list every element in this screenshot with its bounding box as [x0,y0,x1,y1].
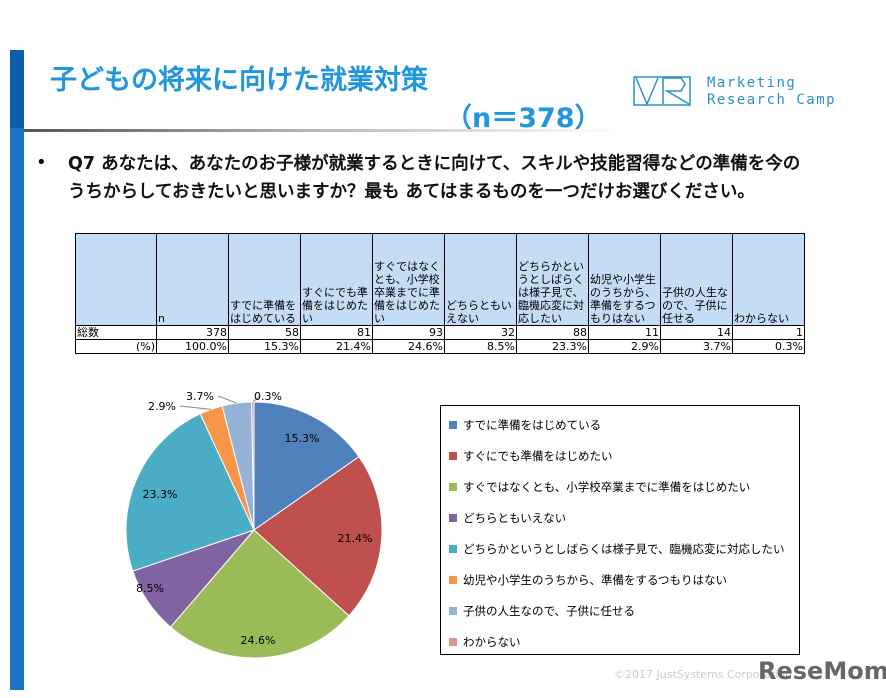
leader-line [179,405,212,410]
pie-slice [125,413,255,572]
legend-item: すぐではなくとも、小学校卒業までに準備をはじめたい [449,479,750,495]
legend-swatch [449,576,457,584]
cell: 15.3% [228,339,301,354]
legend-swatch [449,452,457,460]
header-cell: 幼児や小学生のうちから、準備をするつもりはない [588,233,661,326]
logo-line-2: Research Camp [707,92,837,108]
brand-logo: ReseMom [758,657,886,685]
data-label: 23.3% [143,488,178,501]
legend-item: どちらともいえない [449,510,566,526]
header-cell [75,233,157,326]
data-label: 8.5% [136,582,164,595]
logo-icon [633,76,691,106]
leader-line [217,395,237,404]
legend-label: 幼児や小学生のうちから、準備をするつもりはない [463,573,728,587]
cell: 100.0% [156,339,229,354]
table-row: 総数 378 58 81 93 32 88 11 14 1 [75,325,805,340]
cell: 81 [300,325,373,340]
cell: 24.6% [372,339,445,354]
pie-slice [253,456,383,617]
header-cell: どちらかというとしばらくは様子見で、臨機応変に対応したい [516,233,589,326]
legend-swatch [449,514,457,522]
pie-slice [253,401,360,531]
legend-item: すでに準備をはじめている [449,417,601,433]
legend-swatch [449,607,457,615]
cell: 1 [732,325,805,340]
legend-swatch [449,421,457,429]
legend-item: どちらかというとしばらくは様子見で、臨機応変に対応したい [449,541,785,557]
cell: 2.9% [588,339,661,354]
cell: 11 [588,325,661,340]
leader-line [252,395,261,403]
cell: 23.3% [516,339,589,354]
cell: 32 [444,325,517,340]
legend-label: どちらともいえない [463,511,567,525]
legend-label: すでに準備をはじめている [463,418,602,432]
header-cell: n [156,233,229,326]
pie-chart: 15.3% 21.4% 24.6% 8.5% 23.3% 2.9% 3.7% 0.3% [125,390,383,659]
data-label: 24.6% [241,634,276,647]
data-label: 15.3% [285,432,320,445]
legend-item: わからない [449,634,521,650]
page-title: 子どもの将来に向けた就業対策 [50,65,428,96]
pie-slice [169,529,350,659]
data-label: 3.7% [186,390,214,403]
table-header-row: n すでに準備をはじめている すぐにでも準備をはじめたい すぐではなくとも、小学… [75,233,805,326]
row-label: 総数 [75,325,157,340]
cell: 93 [372,325,445,340]
table-row: (%) 100.0% 15.3% 21.4% 24.6% 8.5% 23.3% … [75,339,805,354]
header-cell: すぐにでも準備をはじめたい [300,233,373,326]
cell: 378 [156,325,229,340]
accent-bar-top [10,50,24,128]
header-cell: どちらともいえない [444,233,517,326]
legend-item: すぐにでも準備をはじめたい [449,448,613,464]
cell: 21.4% [300,339,373,354]
legend-label: 子供の人生なので、子供に任せる [463,604,636,618]
legend-label: どちらかというとしばらくは様子見で、臨機応変に対応したい [463,542,785,556]
header-cell: すぐではなくとも、小学校卒業までに準備をはじめたい [372,233,445,326]
question-text: Q7 あなたは、あなたのお子様が就業するときに向けて、スキルや技能習得などの準備… [68,154,801,202]
chart-legend: すでに準備をはじめている すぐにでも準備をはじめたいすぐではなくとも、小学校卒業ま… [440,405,800,655]
legend-label: すぐではなくとも、小学校卒業までに準備をはじめたい [463,480,751,494]
legend-swatch [449,545,457,553]
row-label: (%) [75,339,157,354]
cell: 0.3% [732,339,805,354]
legend-swatch [449,638,457,646]
legend-item: 子供の人生なので、子供に任せる [449,603,635,619]
bullet: • [36,152,47,173]
legend-label: すぐにでも準備をはじめたい [463,449,613,463]
data-label: 0.3% [254,390,282,403]
legend-swatch [449,483,457,491]
logo-line-1: Marketing [707,75,797,91]
logo-text: Marketing Research Camp [707,75,836,109]
data-label: 21.4% [338,532,373,545]
cell: 58 [228,325,301,340]
legend-label: わからない [463,635,521,649]
header-cell: わからない [732,233,805,326]
pie-slice [251,401,255,531]
results-table: n すでに準備をはじめている すぐにでも準備をはじめたい すぐではなくとも、小学… [75,233,805,354]
accent-bar [10,50,24,690]
copyright: ©2017 JustSystems Corporation [614,668,792,681]
cell: 3.7% [660,339,733,354]
cell: 14 [660,325,733,340]
sample-size: （n＝378） [445,103,602,134]
legend-item: 幼児や小学生のうちから、準備をするつもりはない [449,572,727,588]
data-label: 2.9% [148,400,176,413]
header-cell: すでに準備をはじめている [228,233,301,326]
header-cell: 子供の人生なので、子供に任せる [660,233,733,326]
cell: 88 [516,325,589,340]
cell: 8.5% [444,339,517,354]
title-divider [24,129,624,132]
